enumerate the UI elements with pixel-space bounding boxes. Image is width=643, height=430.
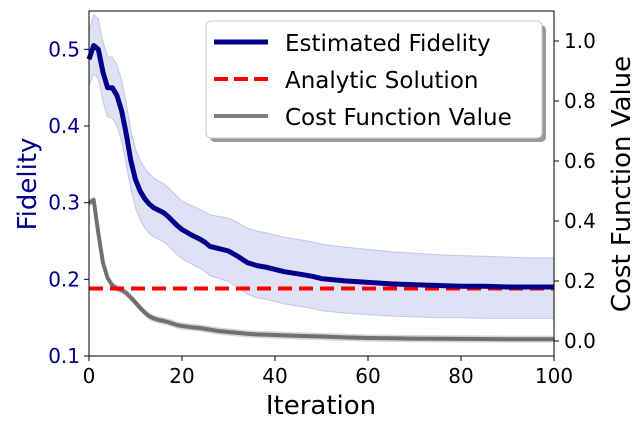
x-tick-label: 40 bbox=[262, 364, 287, 388]
x-tick-label: 0 bbox=[83, 364, 96, 388]
left-y-tick-label: 0.3 bbox=[48, 191, 80, 215]
left-y-tick-label: 0.2 bbox=[48, 267, 80, 291]
x-tick-label: 60 bbox=[355, 364, 380, 388]
x-tick-label: 20 bbox=[169, 364, 194, 388]
left-y-axis-ticks: 0.1 0.2 0.3 0.4 0.5 bbox=[48, 37, 89, 368]
right-y-tick-label: 0.0 bbox=[564, 329, 596, 353]
right-y-axis-ticks: 0.0 0.2 0.4 0.6 0.8 1.0 bbox=[554, 29, 596, 353]
x-tick-label: 100 bbox=[535, 364, 573, 388]
right-y-tick-label: 0.8 bbox=[564, 89, 596, 113]
right-y-tick-label: 0.2 bbox=[564, 269, 596, 293]
right-y-tick-label: 0.6 bbox=[564, 149, 596, 173]
left-y-tick-label: 0.4 bbox=[48, 114, 80, 138]
legend-label-cost: Cost Function Value bbox=[285, 105, 512, 131]
legend: Estimated Fidelity Analytic Solution Cos… bbox=[205, 20, 546, 142]
x-axis-ticks: 0 20 40 60 80 100 bbox=[83, 356, 573, 388]
axes-frame bbox=[88, 10, 555, 357]
right-y-axis-label: Cost Function Value bbox=[607, 56, 637, 312]
x-tick-label: 80 bbox=[448, 364, 473, 388]
right-y-tick-label: 1.0 bbox=[564, 29, 596, 53]
right-y-tick-label: 0.4 bbox=[564, 209, 596, 233]
left-y-tick-label: 0.5 bbox=[48, 37, 80, 61]
legend-label-fidelity: Estimated Fidelity bbox=[285, 31, 491, 57]
legend-box bbox=[205, 20, 543, 139]
left-y-axis-label: Fidelity bbox=[13, 138, 43, 231]
estimated-fidelity-line bbox=[86, 43, 554, 290]
x-axis-label: Iteration bbox=[266, 391, 376, 421]
legend-label-analytic: Analytic Solution bbox=[285, 68, 478, 94]
left-y-tick-label: 0.1 bbox=[48, 344, 80, 368]
